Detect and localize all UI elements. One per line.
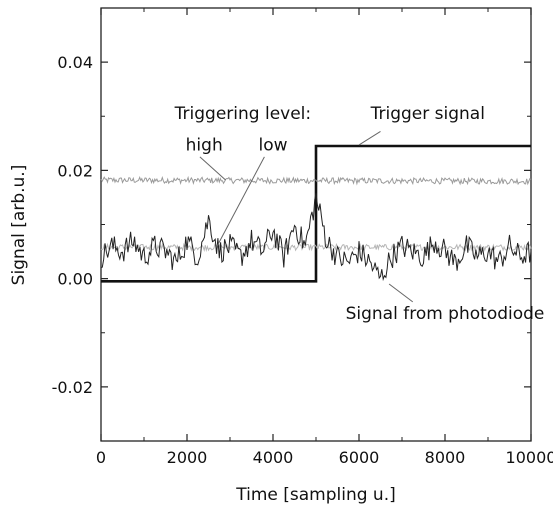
series-2-line [100, 242, 532, 253]
annotation-layer: Triggering level: high low Trigger signal Si… [174, 104, 545, 324]
annotation-leader-2 [358, 130, 381, 146]
ticks-layer: 0 2000 4000 6000 8000 10000 -0.02 0.00 0.02 0.04 [52, 8, 553, 467]
annotation-leader-1 [216, 156, 265, 247]
y-tick-label: 0.00 [57, 270, 93, 289]
y-tick-label: 0.02 [57, 161, 93, 180]
annotation-3: Trigger signal [370, 104, 485, 124]
series-3-line [100, 193, 532, 282]
x-axis-label: Time [sampling u.] [235, 485, 396, 505]
annotation-0: Triggering level: [174, 104, 311, 124]
x-tick-label: 0 [96, 448, 106, 467]
x-tick-label: 6000 [339, 448, 380, 467]
annotation-leader-3 [388, 283, 414, 303]
x-tick-label: 8000 [425, 448, 466, 467]
x-tick-label: 2000 [167, 448, 208, 467]
annotation-2: low [258, 135, 287, 155]
series-1-line [100, 175, 532, 186]
annotation-1: high [186, 135, 223, 155]
y-axis-label: Signal [arb.u.] [9, 165, 29, 286]
y-tick-label: 0.04 [57, 53, 93, 72]
annotation-4: Signal from photodiode [346, 304, 545, 324]
y-tick-label: -0.02 [52, 378, 93, 397]
x-tick-label: 10000 [506, 448, 553, 467]
annotation-leader-0 [199, 156, 227, 181]
x-tick-label: 4000 [253, 448, 294, 467]
series-0-line [101, 144, 531, 283]
series-layer [100, 144, 532, 283]
